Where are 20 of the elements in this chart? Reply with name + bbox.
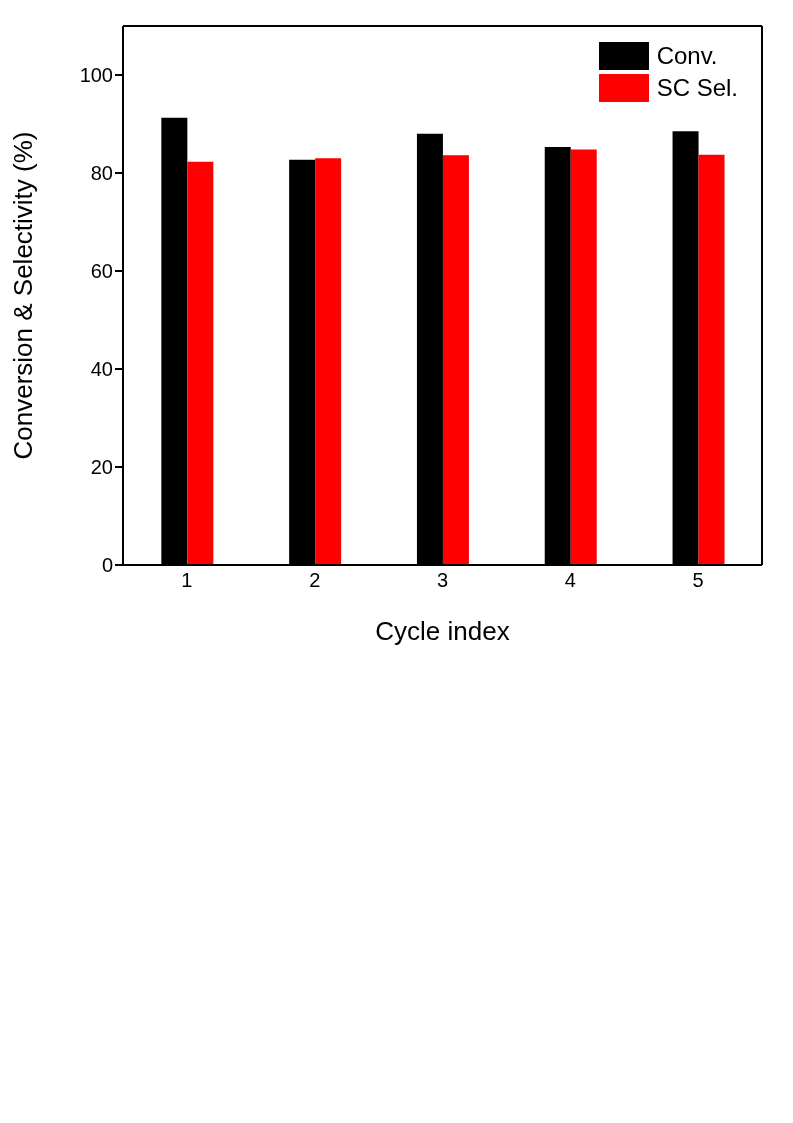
x-tick-label: 2 — [309, 569, 321, 592]
y-tick-label: 40 — [90, 358, 113, 381]
x-tick-label: 3 — [436, 569, 449, 592]
y-tick-label: 0 — [101, 554, 113, 577]
y-tick-label: 20 — [90, 456, 113, 479]
y-tick-label: 60 — [90, 260, 113, 283]
y-tick-label: 80 — [90, 162, 113, 185]
bar — [442, 155, 469, 565]
x-tick-label: 4 — [564, 569, 576, 592]
bar — [570, 149, 597, 565]
legend-label: SC Sel. — [656, 73, 738, 103]
x-axis-title: Cycle index — [375, 616, 510, 646]
x-tick-label: 1 — [181, 569, 193, 592]
bar — [698, 154, 725, 565]
x-tick-label: 5 — [692, 569, 704, 592]
bar — [187, 161, 214, 565]
bar — [315, 158, 342, 565]
legend-label: Conv. — [656, 41, 718, 71]
y-tick-label: 100 — [79, 64, 113, 87]
y-axis-title: Conversion & Selectivity (%) — [8, 131, 39, 460]
